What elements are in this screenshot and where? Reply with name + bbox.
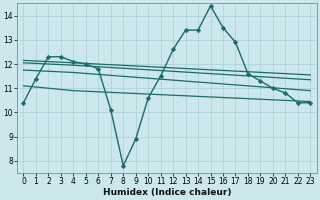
X-axis label: Humidex (Indice chaleur): Humidex (Indice chaleur) <box>103 188 231 197</box>
